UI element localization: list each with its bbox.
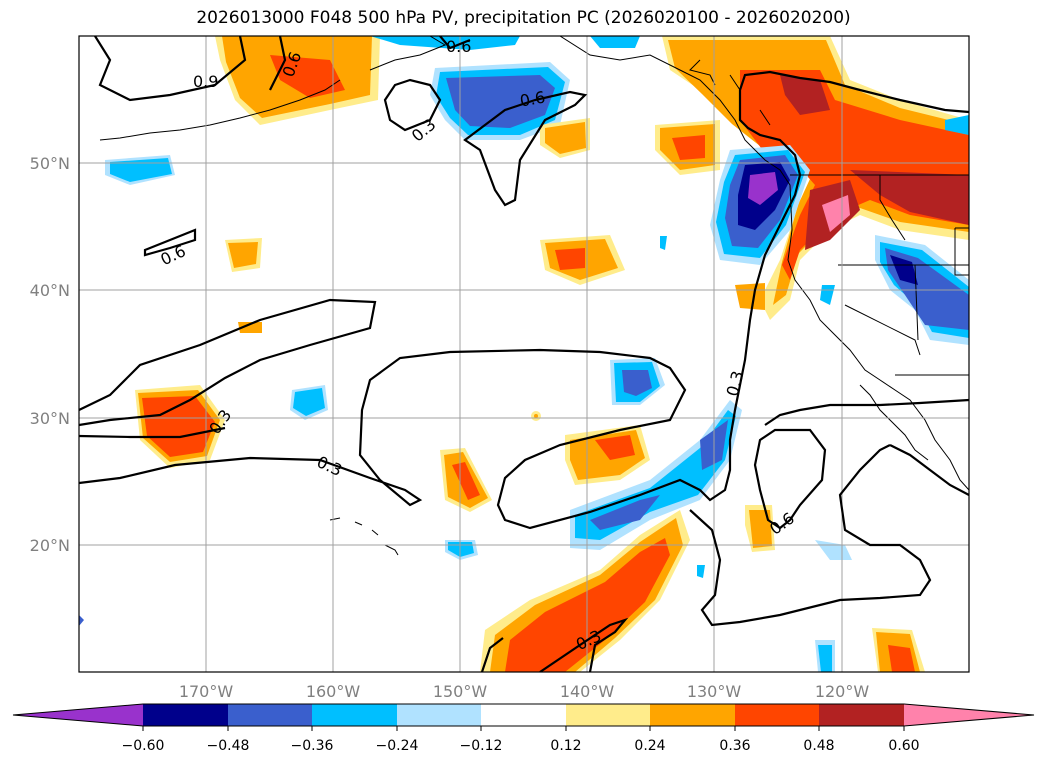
colorbar-tick-label: 0.36 <box>719 738 750 754</box>
contour-label: 0.6 <box>446 37 471 56</box>
lat-label: 20°N <box>30 536 70 555</box>
colorbar-segment <box>312 704 397 726</box>
colorbar-tick-label: 0.24 <box>634 738 665 754</box>
colorbar: −0.60 −0.48 −0.36 −0.24 −0.12 0.12 0.24 … <box>12 703 1035 754</box>
colorbar-tick-label: 0.60 <box>888 738 919 754</box>
colorbar-right-extension <box>904 704 1034 726</box>
colorbar-segment <box>650 704 735 726</box>
colorbar-ticks <box>142 726 905 731</box>
colorbar-left-extension <box>13 704 143 726</box>
colorbar-tick-label: −0.60 <box>122 738 165 754</box>
pv-contours <box>79 36 969 672</box>
colorbar-tick-label: −0.12 <box>460 738 503 754</box>
plot-frame <box>78 35 970 673</box>
colorbar-tick-label: 0.48 <box>803 738 834 754</box>
colorbar-tick-label: −0.48 <box>207 738 250 754</box>
coastlines <box>99 36 969 556</box>
lon-label: 150°W <box>433 682 488 701</box>
colorbar-segment <box>566 704 650 726</box>
colorbar-tick-labels: −0.60 −0.48 −0.36 −0.24 −0.12 0.12 0.24 … <box>122 738 920 754</box>
colorbar-tick-label: 0.12 <box>550 738 581 754</box>
colorbar-segment <box>481 704 566 726</box>
colorbar-segment <box>735 704 819 726</box>
contour-label: 0.6 <box>518 87 546 110</box>
colorbar-tick-label: −0.36 <box>291 738 334 754</box>
colorbar-segment <box>228 704 312 726</box>
lat-label: 50°N <box>30 154 70 173</box>
colorbar-tick-label: −0.24 <box>376 738 419 754</box>
lon-label: 130°W <box>687 682 742 701</box>
map-plot-area: 0.9 0.6 0.3 0.6 0.6 0.3 0.3 0.3 0.6 0.3 … <box>79 36 969 672</box>
lat-label: 30°N <box>30 409 70 428</box>
graticule <box>79 36 969 672</box>
lon-label: 160°W <box>306 682 361 701</box>
lon-label: 120°W <box>815 682 870 701</box>
longitude-labels: 170°W 160°W 150°W 140°W 130°W 120°W <box>179 682 870 701</box>
lon-label: 170°W <box>179 682 234 701</box>
colorbar-segment <box>819 704 904 726</box>
lat-label: 40°N <box>30 281 70 300</box>
contour-label: 0.9 <box>193 72 218 91</box>
lon-label: 140°W <box>560 682 615 701</box>
map-title: 2026013000 F048 500 hPa PV, precipitatio… <box>196 8 851 28</box>
colorbar-segment <box>397 704 481 726</box>
colorbar-segment <box>143 704 228 726</box>
latitude-labels: 50°N 40°N 30°N 20°N <box>30 154 70 555</box>
